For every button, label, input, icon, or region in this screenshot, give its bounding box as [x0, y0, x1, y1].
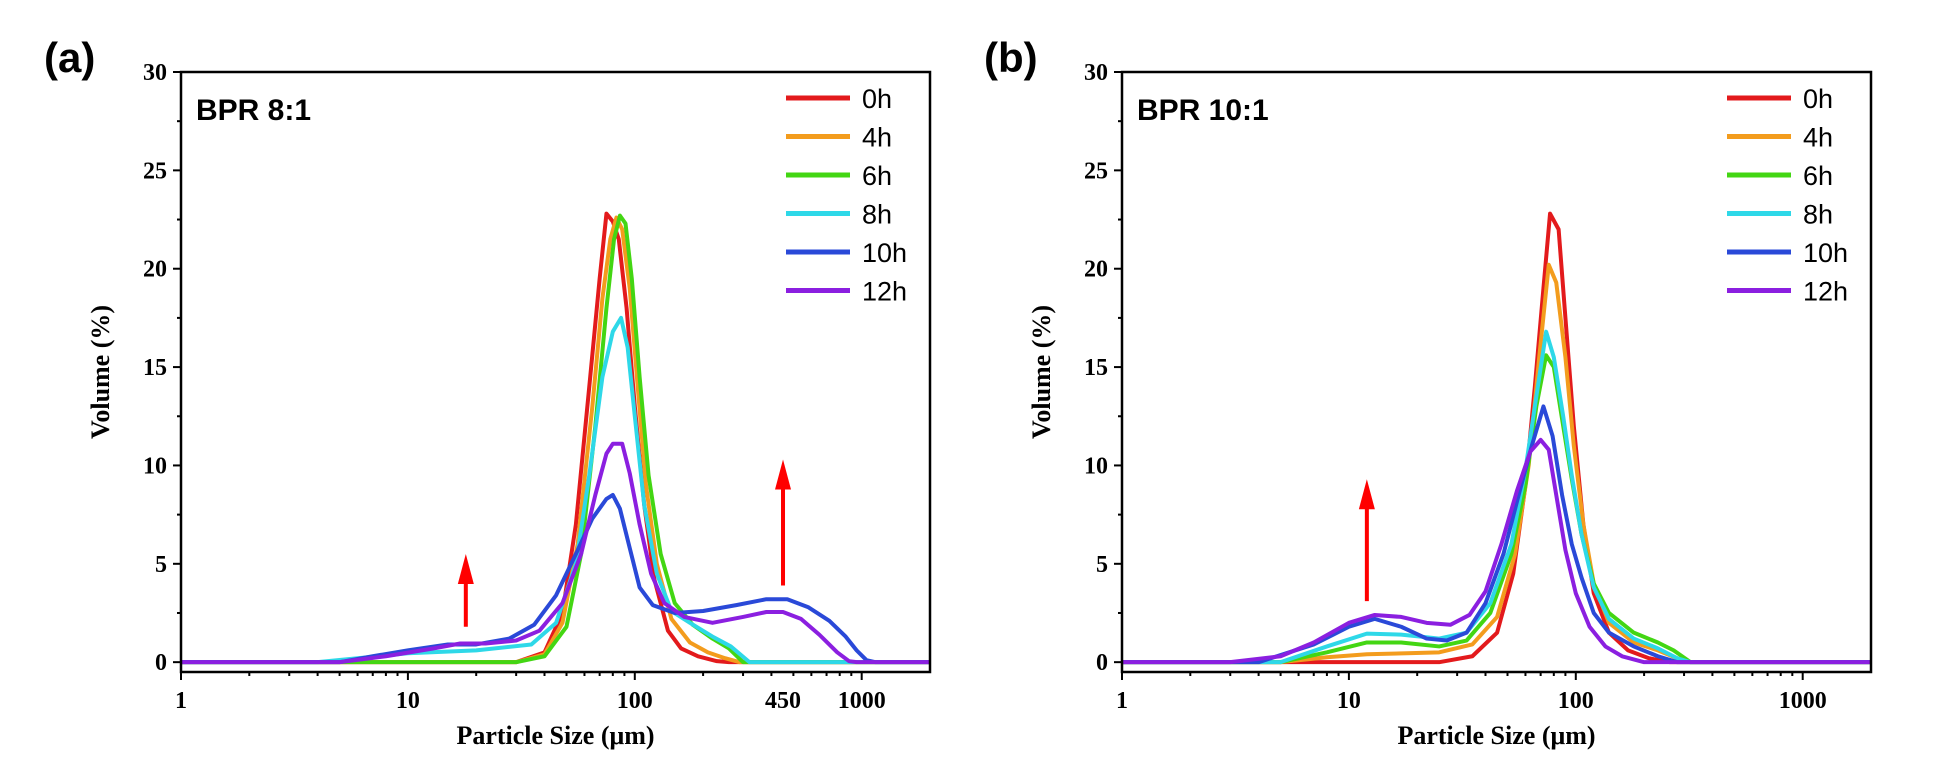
y-axis-title: Volume (%) — [1027, 305, 1056, 439]
arrow-head — [457, 553, 474, 584]
chart-panel-b: (b) 0 5 10 15 20 25 30 1 10 100 1000 Particle Size (… — [984, 34, 1873, 750]
y-tick-label: 30 — [1084, 60, 1108, 86]
y-tick-label: 0 — [1096, 650, 1108, 676]
y-axis-title: Volume (%) — [86, 305, 115, 439]
panel-label: (b) — [984, 34, 1038, 81]
legend-label: 6h — [1803, 161, 1833, 191]
legend-label: 12h — [1803, 277, 1848, 307]
x-axis-title: Particle Size (μm) — [1397, 721, 1595, 750]
legend-label: 4h — [862, 123, 892, 153]
x-tick-label: 100 — [617, 688, 653, 714]
x-tick-label: 450 — [765, 688, 801, 714]
series-line-8h — [1122, 329, 1871, 665]
y-tick-label: 15 — [143, 355, 167, 381]
y-tick-label: 5 — [155, 552, 167, 578]
x-tick-label: 100 — [1558, 688, 1594, 714]
legend: 0h 4h 6h 8h 10h 12h — [786, 84, 907, 307]
chart-panel-a: (a) 0 5 10 15 20 25 30 1 10 100 450 1000 Particle Siz… — [44, 34, 932, 750]
series-line-4h — [1122, 262, 1871, 665]
x-tick-label: 1000 — [838, 688, 886, 714]
plot-frame — [1120, 70, 1873, 674]
arrow-head — [775, 459, 792, 490]
y-tick-label: 20 — [143, 257, 167, 283]
x-tick-label: 10 — [1337, 688, 1361, 714]
legend-label: 8h — [1803, 200, 1833, 230]
y-tick-label: 5 — [1096, 552, 1108, 578]
x-tick-label: 1000 — [1779, 688, 1827, 714]
panel-label: (a) — [44, 34, 95, 81]
x-axis-title: Particle Size (μm) — [456, 721, 654, 750]
series-line-12h — [1122, 437, 1871, 665]
series-line-0h — [1122, 211, 1871, 665]
x-tick-label: 10 — [396, 688, 420, 714]
y-tick-label: 20 — [1084, 257, 1108, 283]
y-tick-label: 25 — [143, 158, 167, 184]
legend-label: 10h — [1803, 238, 1848, 268]
y-tick-label: 15 — [1084, 355, 1108, 381]
x-tick-label: 1 — [175, 688, 187, 714]
legend-label: 12h — [862, 277, 907, 307]
legend-label: 10h — [862, 238, 907, 268]
y-tick-label: 10 — [143, 453, 167, 479]
y-tick-label: 10 — [1084, 453, 1108, 479]
legend-label: 0h — [1803, 84, 1833, 114]
legend-label: 4h — [1803, 123, 1833, 153]
series-line-4h — [181, 215, 930, 665]
y-tick-label: 25 — [1084, 158, 1108, 184]
arrow-head — [1358, 479, 1375, 510]
chart-title: BPR 8:1 — [196, 94, 311, 127]
x-tick-label: 1 — [1116, 688, 1128, 714]
series-line-10h — [1122, 404, 1871, 665]
legend-label: 6h — [862, 161, 892, 191]
plot-frame — [179, 70, 932, 674]
series-line-8h — [181, 315, 930, 665]
series-line-6h — [1122, 353, 1871, 665]
y-tick-label: 0 — [155, 650, 167, 676]
y-tick-label: 30 — [143, 60, 167, 86]
legend: 0h 4h 6h 8h 10h 12h — [1727, 84, 1848, 307]
legend-label: 8h — [862, 200, 892, 230]
series-line-12h — [181, 441, 930, 665]
chart-title: BPR 10:1 — [1137, 94, 1269, 127]
legend-label: 0h — [862, 84, 892, 114]
